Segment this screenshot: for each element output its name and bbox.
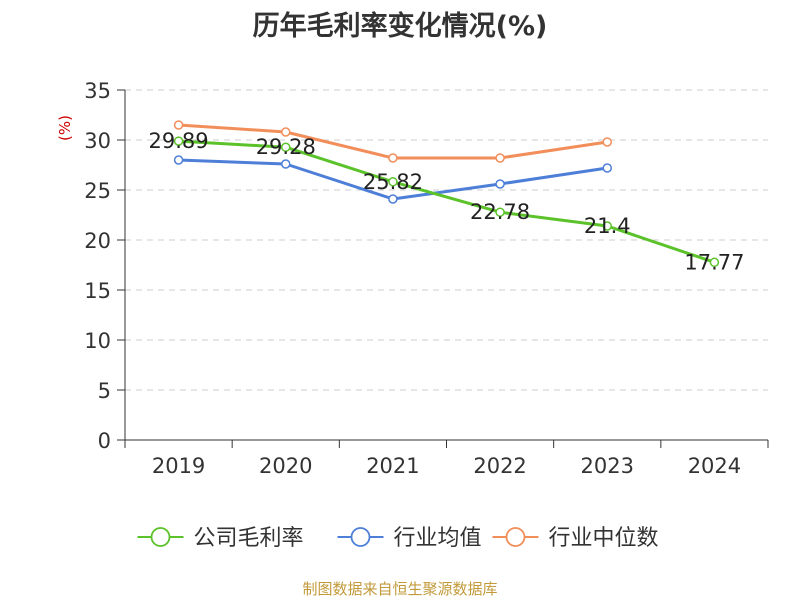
data-point — [173, 120, 184, 130]
legend-label: 行业中位数 — [549, 526, 659, 551]
legend: 公司毛利率 行业均值 行业中位数 — [137, 526, 659, 551]
data-label: 25.82 — [363, 170, 423, 194]
x-tick-label: 2023 — [581, 454, 634, 478]
y-tick-label: 0 — [98, 429, 111, 453]
data-point — [281, 142, 291, 152]
y-tick-label: 5 — [98, 379, 111, 403]
y-tick-label: 35 — [84, 79, 111, 103]
data-point — [495, 207, 505, 217]
y-tick-label: 30 — [84, 129, 111, 153]
grid-layer — [125, 89, 768, 391]
y-axis-label: (%) — [56, 115, 74, 141]
legend-label: 公司毛利率 — [194, 526, 304, 551]
source-note: 制图数据来自恒生聚源数据库 — [302, 580, 498, 598]
axis-layer: 0 5 10 15 20 25 30 35 2019 2020 2021 2022 2023 2024 (%… — [56, 79, 769, 478]
data-label: 17.77 — [684, 250, 744, 274]
data-point — [495, 153, 505, 163]
y-tick-label: 25 — [84, 179, 111, 203]
legend-item: 公司毛利率 — [137, 526, 304, 551]
data-point — [281, 159, 291, 169]
x-tick-label: 2020 — [259, 454, 312, 478]
data-point — [602, 221, 612, 231]
data-point — [388, 194, 398, 204]
data-point — [388, 153, 398, 163]
data-label: 22.78 — [470, 200, 530, 224]
legend-label: 行业均值 — [394, 526, 482, 551]
y-tick-label: 15 — [84, 279, 111, 303]
data-point — [388, 177, 398, 187]
series-line — [178, 139, 715, 264]
chart-title: 历年毛利率变化情况(%) — [252, 11, 548, 42]
x-tick-label: 2024 — [688, 454, 741, 478]
data-point — [495, 179, 505, 189]
x-tick-label: 2022 — [473, 454, 526, 478]
legend-marker — [350, 527, 371, 547]
legend-marker — [505, 527, 526, 547]
data-point — [173, 155, 184, 165]
series-layer — [173, 120, 720, 268]
series-line — [178, 123, 608, 160]
y-tick-label: 10 — [84, 329, 111, 353]
data-point — [602, 137, 612, 147]
data-point — [709, 257, 720, 268]
data-label: 21.4 — [584, 214, 631, 238]
data-point — [602, 163, 612, 173]
data-point — [173, 136, 184, 146]
legend-item: 行业中位数 — [492, 526, 659, 551]
x-tick-label: 2021 — [366, 454, 419, 478]
y-tick-label: 20 — [84, 229, 111, 253]
data-label: 29.28 — [256, 135, 316, 159]
legend-item: 行业均值 — [337, 526, 482, 551]
legend-marker — [150, 527, 171, 547]
data-label: 29.89 — [149, 129, 209, 153]
x-tick-label: 2019 — [152, 454, 205, 478]
label-layer: 29.89 29.28 25.82 22.78 21.4 17.77 — [149, 129, 745, 274]
data-point — [281, 127, 291, 137]
